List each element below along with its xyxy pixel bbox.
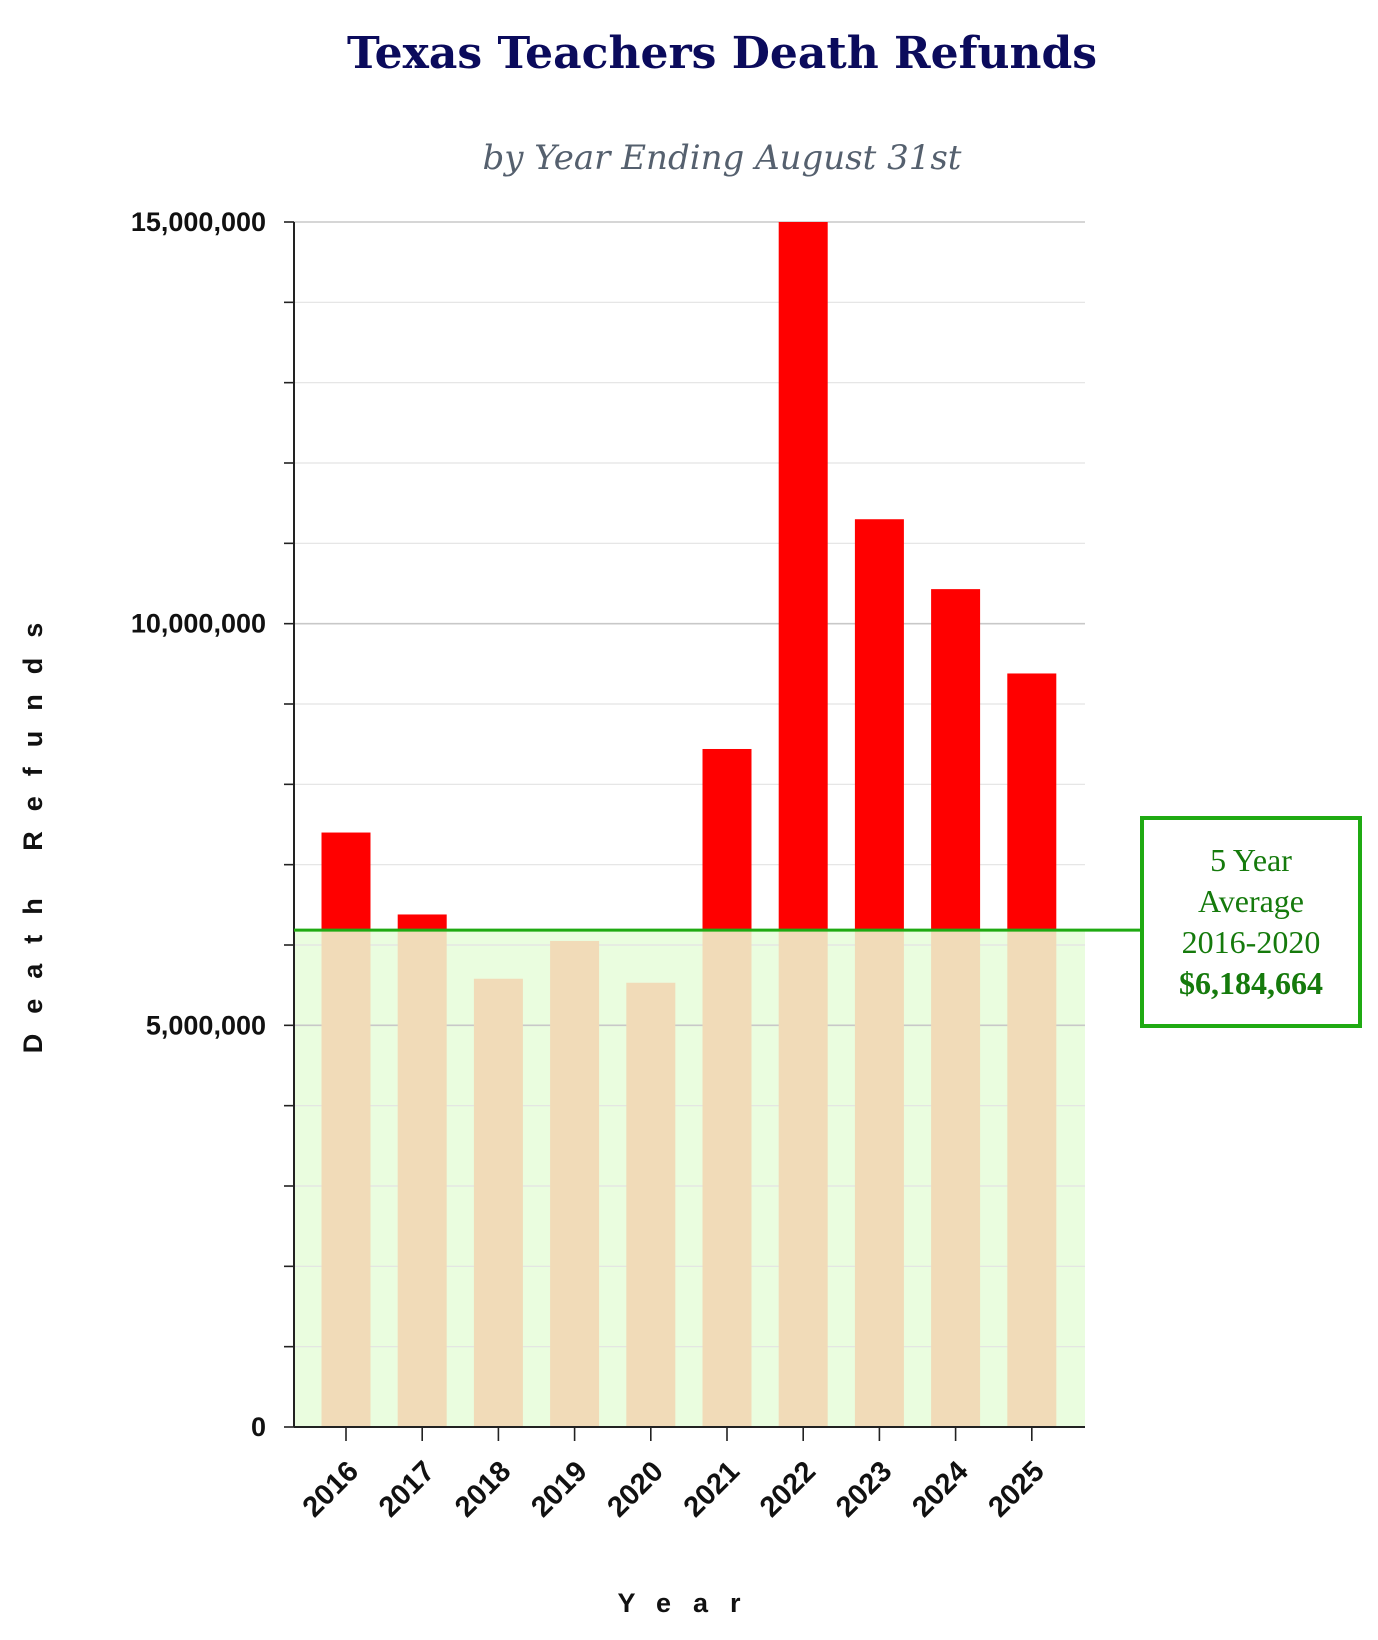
bar-lower-segment bbox=[854, 930, 904, 1427]
bar-2020 bbox=[626, 982, 676, 1427]
x-tick-label: 2016 bbox=[297, 1455, 365, 1523]
bar-2021 bbox=[702, 748, 752, 1427]
bar-2017 bbox=[397, 914, 447, 1427]
chart-subtitle: by Year Ending August 31st bbox=[482, 138, 962, 178]
x-tick-label: 2022 bbox=[754, 1455, 822, 1523]
bar-2022 bbox=[778, 222, 828, 1427]
y-tick-label: 10,000,000 bbox=[131, 609, 266, 639]
average-value: $6,184,664 bbox=[1179, 965, 1323, 1001]
x-tick-label: 2023 bbox=[830, 1455, 898, 1523]
average-callout-box: 5 Year Average 2016-2020 $6,184,664 bbox=[1140, 816, 1362, 1028]
bar-2024 bbox=[931, 589, 981, 1427]
bar-lower-segment bbox=[397, 930, 447, 1427]
bar-2016 bbox=[321, 832, 371, 1427]
x-tick-label: 2024 bbox=[906, 1455, 974, 1523]
chart-title: Texas Teachers Death Refunds bbox=[346, 28, 1098, 79]
bar-upper-segment bbox=[321, 832, 371, 931]
bar-upper-segment bbox=[397, 914, 447, 931]
bar-upper-segment bbox=[931, 589, 981, 931]
bar-upper-segment bbox=[1007, 673, 1057, 931]
bar-lower-segment bbox=[550, 940, 600, 1427]
bar-upper-segment bbox=[778, 222, 828, 931]
x-tick-label: 2018 bbox=[449, 1455, 517, 1523]
y-tick-label: 0 bbox=[251, 1412, 266, 1442]
bar-upper-segment bbox=[854, 519, 904, 931]
y-tick-label: 5,000,000 bbox=[146, 1010, 266, 1040]
x-axis-title: Year bbox=[617, 1588, 762, 1618]
average-label-line-3: 2016-2020 bbox=[1181, 924, 1321, 960]
bar-upper-segment bbox=[702, 748, 752, 931]
bar-lower-segment bbox=[778, 930, 828, 1427]
bar-lower-segment bbox=[702, 930, 752, 1427]
bar-lower-segment bbox=[321, 930, 371, 1427]
average-label-line-1: 5 Year bbox=[1210, 842, 1292, 878]
axis-layer bbox=[284, 221, 1085, 1441]
bar-2018 bbox=[473, 978, 523, 1427]
average-label-line-2: Average bbox=[1198, 883, 1304, 919]
bar-lower-segment bbox=[1007, 930, 1057, 1427]
y-tick-label: 15,000,000 bbox=[131, 207, 266, 237]
x-tick-label: 2021 bbox=[678, 1455, 746, 1523]
bar-2023 bbox=[854, 519, 904, 1427]
bar-lower-segment bbox=[931, 930, 981, 1427]
bar-lower-segment bbox=[473, 978, 523, 1427]
bar-2025 bbox=[1007, 673, 1057, 1427]
bar-lower-segment bbox=[626, 982, 676, 1427]
y-axis-title: Death Refunds bbox=[18, 603, 48, 1054]
bar-2019 bbox=[550, 940, 600, 1427]
x-tick-label: 2020 bbox=[602, 1455, 670, 1523]
bars-layer bbox=[321, 222, 1057, 1427]
x-tick-label: 2017 bbox=[373, 1455, 441, 1523]
x-tick-label: 2019 bbox=[525, 1455, 593, 1523]
x-tick-label: 2025 bbox=[983, 1455, 1051, 1523]
